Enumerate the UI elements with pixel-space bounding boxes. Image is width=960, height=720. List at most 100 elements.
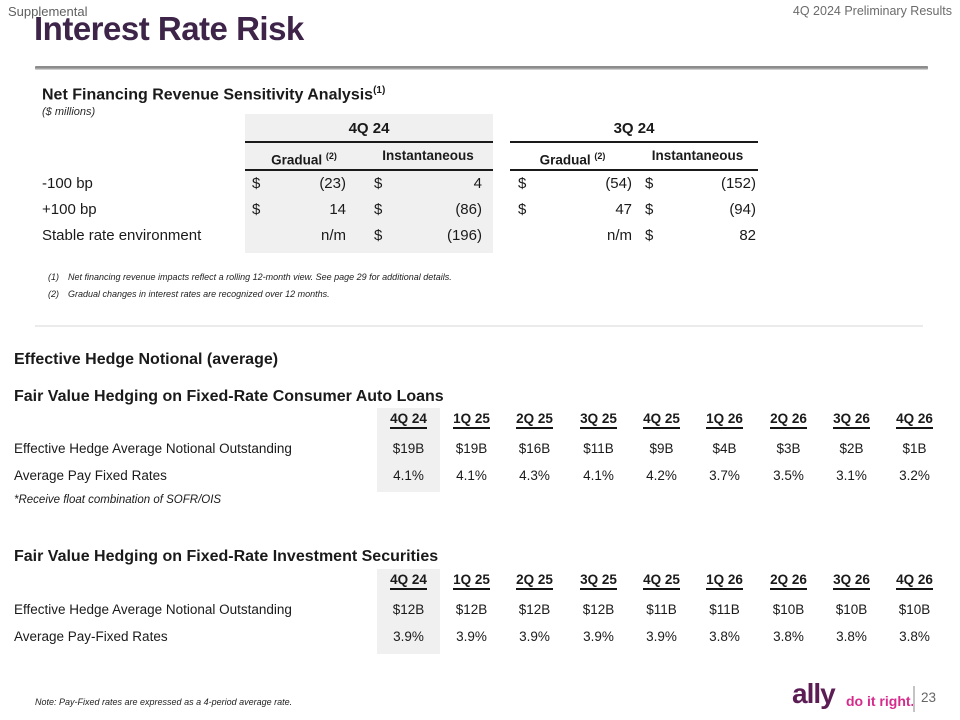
table-cell: $11B	[583, 441, 614, 456]
current-quarter-highlight	[377, 408, 440, 492]
column-header: 1Q 26	[693, 571, 756, 590]
table-cell: $ (196)	[374, 227, 482, 244]
column-header: 2Q 25	[503, 571, 566, 590]
securities-table-title: Fair Value Hedging on Fixed-Rate Investm…	[14, 548, 439, 565]
column-header: 2Q 25	[503, 410, 566, 429]
table-cell: 4.2%	[646, 468, 677, 483]
page-title: Interest Rate Risk	[34, 10, 304, 47]
table-cell: 4.3%	[519, 468, 550, 483]
table-cell: 3.9%	[456, 629, 487, 644]
column-header-instantaneous-3q24: Instantaneous	[651, 148, 744, 163]
table-cell: $16B	[518, 441, 551, 456]
row-label: Average Pay Fixed Rates	[14, 468, 167, 483]
sensitivity-title-text: Net Financing Revenue Sensitivity Analys…	[42, 86, 374, 104]
ally-logo: ally	[792, 678, 836, 709]
table-cell: $11B	[646, 602, 677, 617]
table-rule	[510, 141, 758, 143]
table-rule	[245, 141, 493, 143]
current-quarter-highlight	[245, 114, 493, 253]
table-row: Stable rate environment n/m $ (196) n/m $…	[0, 223, 960, 249]
bottom-note: Note: Pay-Fixed rates are expressed as a…	[35, 697, 293, 707]
table-row: -100 bp $ (23) $4 $ (54) $ (152)	[0, 171, 960, 197]
column-group-3q24: 3Q 24	[613, 120, 655, 137]
row-label: +100 bp	[42, 201, 97, 218]
table-row: Effective Hedge Average Notional Outstan…	[0, 436, 960, 462]
table-cell: 3.5%	[773, 468, 804, 483]
table-cell: $12B	[518, 602, 551, 617]
column-header: 4Q 25	[630, 410, 693, 429]
section-divider	[35, 325, 923, 327]
row-label: Effective Hedge Average Notional Outstan…	[14, 602, 292, 617]
row-label: Effective Hedge Average Notional Outstan…	[14, 441, 292, 456]
deck-label: 4Q 2024 Preliminary Results	[792, 4, 952, 18]
table-row: +100 bp $14 $ (86) $47 $ (94)	[0, 197, 960, 223]
column-header: 1Q 25	[440, 571, 503, 590]
header-text: Gradual	[271, 152, 323, 168]
table-cell: 3.9%	[583, 629, 614, 644]
column-header: 3Q 26	[820, 571, 883, 590]
table-cell: $11B	[709, 602, 740, 617]
table-cell: $2B	[839, 441, 864, 456]
table-cell: n/m	[606, 227, 632, 244]
hedge-section-title: Effective Hedge Notional (average)	[14, 351, 279, 368]
table-cell: $19B	[392, 441, 425, 456]
table-row: Average Pay Fixed Rates 4.1% 4.1% 4.3% 4…	[0, 463, 960, 489]
column-header: 1Q 25	[440, 410, 503, 429]
row-label: -100 bp	[42, 175, 93, 192]
column-header: 4Q 24	[377, 571, 440, 590]
auto-loans-table-title: Fair Value Hedging on Fixed-Rate Consume…	[14, 388, 444, 405]
table-cell: 3.8%	[709, 629, 740, 644]
table-cell: $82	[645, 227, 756, 244]
column-header: 4Q 26	[883, 571, 946, 590]
table-header-row: 4Q 24 1Q 25 2Q 25 3Q 25 4Q 25 1Q 26 2Q 2…	[0, 571, 960, 591]
table-cell: 3.8%	[773, 629, 804, 644]
column-header: 3Q 25	[567, 571, 630, 590]
units-label: ($ millions)	[42, 106, 96, 118]
table-cell: 4.1%	[583, 468, 614, 483]
table-header-row: 4Q 24 1Q 25 2Q 25 3Q 25 4Q 25 1Q 26 2Q 2…	[0, 410, 960, 430]
sensitivity-title: Net Financing Revenue Sensitivity Analys…	[42, 85, 385, 104]
table-cell: $ (94)	[645, 201, 756, 218]
footnote-marker-2: (2)	[325, 151, 337, 161]
table-cell: $10B	[772, 602, 805, 617]
table-cell: 3.8%	[899, 629, 930, 644]
table-cell: $4	[374, 175, 482, 192]
table-cell: 4.1%	[393, 468, 424, 483]
table-cell: n/m	[320, 227, 346, 244]
row-label: Stable rate environment	[42, 227, 202, 244]
table-cell: $ (152)	[645, 175, 756, 192]
column-header-instantaneous-4q24: Instantaneous	[382, 148, 474, 163]
table-cell: $19B	[455, 441, 488, 456]
table-cell: 3.7%	[709, 468, 740, 483]
table-cell: $14	[252, 201, 346, 218]
footnote-1: (1) Net financing revenue impacts reflect…	[48, 272, 452, 282]
table-cell: 3.8%	[836, 629, 867, 644]
footnote-text: Gradual changes in interest rates are re…	[68, 289, 330, 299]
footnote-marker: (2)	[48, 289, 59, 299]
footnote-marker: (1)	[48, 272, 59, 282]
table-cell: 3.1%	[836, 468, 867, 483]
table-rule	[510, 169, 758, 171]
column-group-4q24: 4Q 24	[348, 120, 390, 137]
table-row: Average Pay-Fixed Rates 3.9% 3.9% 3.9% 3…	[0, 624, 960, 650]
footnote-2: (2) Gradual changes in interest rates are…	[48, 289, 330, 299]
table-cell: $4B	[712, 441, 737, 456]
table-cell: 3.9%	[646, 629, 677, 644]
table-cell: $12B	[582, 602, 615, 617]
column-header: 3Q 26	[820, 410, 883, 429]
table-cell: $ (54)	[518, 175, 632, 192]
table-cell: $1B	[902, 441, 927, 456]
footnote-marker-2: (2)	[594, 151, 606, 161]
column-header: 3Q 25	[567, 410, 630, 429]
table-cell: $9B	[649, 441, 674, 456]
column-header-gradual-4q24: Gradual (2)	[245, 144, 363, 168]
header-text: Gradual	[539, 152, 591, 168]
column-header: 4Q 24	[377, 410, 440, 429]
table-cell: $47	[518, 201, 632, 218]
title-divider	[35, 66, 928, 70]
footnote-marker-1: (1)	[373, 85, 386, 96]
table-cell: $12B	[455, 602, 488, 617]
table-cell: 4.1%	[456, 468, 487, 483]
table-cell: 3.2%	[899, 468, 930, 483]
current-quarter-highlight	[377, 569, 440, 654]
